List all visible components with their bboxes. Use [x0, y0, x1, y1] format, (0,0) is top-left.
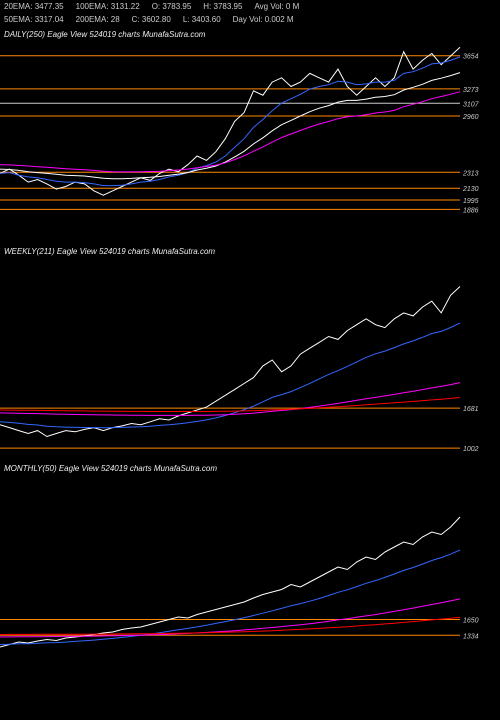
line-label: 1650 [463, 618, 479, 625]
dayvol-label: Day Vol: 0.002 M [233, 15, 294, 24]
line-label: 2960 [462, 114, 479, 121]
ema20-label: 20EMA: 3477.35 [4, 2, 64, 11]
line-label: 1681 [463, 406, 479, 413]
chart-panel: 3654 3273 3107 2960 2313 2130 1995 1886 [0, 43, 500, 243]
header-row-2: 50EMA: 3317.04 200EMA: 28 C: 3602.80 L: … [0, 13, 500, 26]
line-label: 2313 [462, 170, 479, 177]
panel-title: WEEKLY(211) Eagle View 524019 charts Mun… [0, 243, 500, 260]
line-label: 3273 [463, 87, 479, 94]
high-label: H: 3783.95 [203, 2, 242, 11]
chart-svg: 1650 1334 [0, 477, 500, 677]
ema100-label: 100EMA: 3131.22 [76, 2, 140, 11]
line-label: 1002 [463, 446, 479, 453]
avgvol-label: Avg Vol: 0 M [254, 2, 299, 11]
line-label: 2130 [462, 186, 479, 193]
open-label: O: 3783.95 [152, 2, 192, 11]
close-label: C: 3602.80 [132, 15, 171, 24]
ema200-label: 200EMA: 28 [76, 15, 120, 24]
panel-title: DAILY(250) Eagle View 524019 charts Muna… [0, 26, 500, 43]
chart-svg: 3654 3273 3107 2960 2313 2130 1995 1886 [0, 43, 500, 243]
chart-svg: 1681 1002 [0, 260, 500, 460]
chart-panel: 1650 1334 [0, 477, 500, 677]
line-label: 1886 [463, 207, 479, 214]
line-label: 1995 [463, 198, 479, 205]
line-label: 1334 [463, 633, 479, 640]
header-row-1: 20EMA: 3477.35 100EMA: 3131.22 O: 3783.9… [0, 0, 500, 13]
chart-panel: 1681 1002 [0, 260, 500, 460]
panel-title: MONTHLY(50) Eagle View 524019 charts Mun… [0, 460, 500, 477]
line-label: 3107 [463, 101, 480, 108]
low-label: L: 3403.60 [183, 15, 221, 24]
line-label: 3654 [463, 54, 479, 61]
ema50-label: 50EMA: 3317.04 [4, 15, 64, 24]
